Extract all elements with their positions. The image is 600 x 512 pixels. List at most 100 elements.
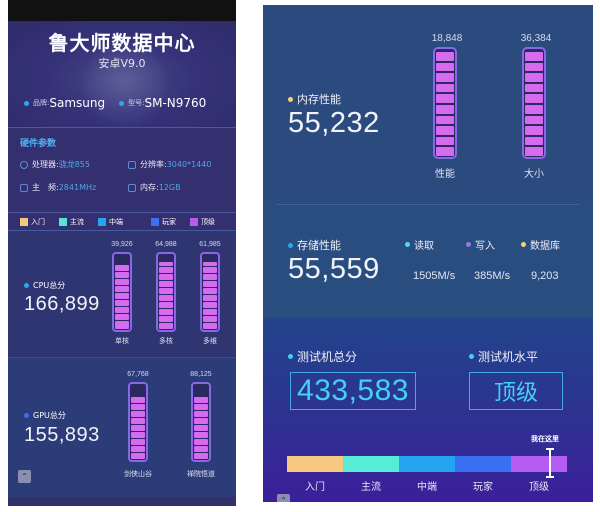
frequency-icon xyxy=(20,183,28,192)
bar-segment xyxy=(203,309,217,315)
bar-segment xyxy=(194,418,208,424)
bar-segment xyxy=(436,62,454,72)
bar-segment xyxy=(159,309,173,315)
bar-segment xyxy=(115,314,129,320)
tier-segment-gamer xyxy=(455,456,511,472)
swatch-icon xyxy=(190,217,198,226)
bar-name: 性能 xyxy=(435,169,455,180)
brand-label: 品牌: xyxy=(33,99,50,107)
brand-value: Samsung xyxy=(49,96,106,110)
cpu-icon xyxy=(20,160,28,169)
bar-name: 多维 xyxy=(203,337,217,345)
cpu-section: CPU总分 166,899 39,926 单核 64,988 多核 61,985… xyxy=(8,231,236,357)
model-label: 型号: xyxy=(128,99,145,107)
bar-segment xyxy=(131,425,145,431)
scroll-top-button[interactable]: ⌃ xyxy=(277,494,290,502)
dot-icon xyxy=(24,413,29,418)
bar-segment xyxy=(436,83,454,93)
swatch-icon xyxy=(151,217,159,226)
cpu-score: 166,899 xyxy=(24,293,100,315)
hw-label: 处理器: xyxy=(32,160,59,169)
bar-segment xyxy=(115,279,129,285)
tier-segment-top xyxy=(511,456,567,472)
hw-item-frequency: 主 频: 2841MHz xyxy=(20,182,128,193)
bar-segment xyxy=(115,293,129,299)
dot-icon xyxy=(24,100,29,106)
tier-label: 主流 xyxy=(361,482,381,493)
hw-label: 内存: xyxy=(140,183,159,192)
total-level-box: 顶级 xyxy=(469,372,563,410)
bar-segment xyxy=(436,105,454,114)
bar-name: 剑侠山谷 xyxy=(124,470,152,478)
legend-item: 主流 xyxy=(59,217,84,227)
chevron-up-icon: ⌃ xyxy=(280,496,287,502)
gpu-score-label: GPU总分 xyxy=(24,410,66,421)
bar-segment xyxy=(203,274,217,280)
bar-segment xyxy=(436,147,454,156)
scroll-top-button[interactable]: ⌃ xyxy=(18,470,31,483)
bar-name: 大小 xyxy=(524,169,544,180)
bar-segment xyxy=(203,295,217,301)
bar-segment xyxy=(159,302,173,308)
bar-segment xyxy=(194,439,208,445)
bar-segment xyxy=(131,439,145,445)
hw-label: 分辨率: xyxy=(140,160,167,169)
bar-segment xyxy=(436,73,454,82)
bar-segment xyxy=(194,404,208,410)
dot-icon xyxy=(24,283,29,288)
bar-segment xyxy=(159,267,173,273)
gpu-score: 155,893 xyxy=(24,424,100,446)
bar-tube xyxy=(156,252,176,332)
storage-write-label: 写入 xyxy=(466,237,495,252)
bar-segment xyxy=(159,281,173,287)
bar-segment xyxy=(159,262,173,266)
hardware-section: 硬件参数 处理器: 骁龙855 分辨率: 3040*1440 主 频: 2841… xyxy=(8,128,236,212)
tier-labels: 入门 主流 中端 玩家 顶级 xyxy=(287,478,567,493)
right-screen: 内存性能 55,232 18,848 性能 36,384 大小 存储性能 55,… xyxy=(263,5,593,502)
hw-value: 3040*1440 xyxy=(166,160,212,169)
bar-segment xyxy=(203,281,217,287)
memory-icon xyxy=(128,183,136,192)
app-title: 鲁大师数据中心 xyxy=(48,31,196,55)
bar-segment xyxy=(525,94,543,104)
bar-tube xyxy=(191,382,211,462)
memory-score: 55,232 xyxy=(288,107,380,139)
bar-segment xyxy=(203,323,217,329)
legend-label: 玩家 xyxy=(162,217,176,226)
storage-score: 55,559 xyxy=(288,253,380,285)
hw-value: 骁龙855 xyxy=(58,160,90,169)
storage-database-value: 9,203 xyxy=(531,270,559,282)
bar-tube xyxy=(112,252,132,332)
cpu-score-label: CPU总分 xyxy=(24,280,65,291)
hw-value: 12GB xyxy=(158,183,181,192)
bar-tube xyxy=(433,47,457,159)
left-screen: 鲁大师数据中心 安卓V9.0 品牌: Samsung 型号: SM-N9760 … xyxy=(8,0,236,506)
bar-segment xyxy=(115,265,129,271)
storage-read-value: 1505M/s xyxy=(413,270,456,282)
total-score-label: 测试机总分 xyxy=(288,348,357,365)
bar-segment xyxy=(115,321,129,329)
header-hero: 鲁大师数据中心 安卓V9.0 品牌: Samsung 型号: SM-N9760 xyxy=(8,21,236,129)
bar-segment xyxy=(194,432,208,438)
bar-name: 多核 xyxy=(159,337,173,345)
bar-tube xyxy=(128,382,148,462)
bar-tube xyxy=(522,47,546,159)
label-text: 数据库 xyxy=(530,241,560,252)
hw-value: 2841MHz xyxy=(58,183,97,192)
bar-name: 禅院悟道 xyxy=(187,470,215,478)
legend-label: 主流 xyxy=(70,217,84,226)
label-text: 写入 xyxy=(475,241,495,252)
tier-scale-bar xyxy=(287,456,567,472)
tier-label: 中端 xyxy=(417,482,437,493)
legend-item: 入门 xyxy=(20,217,45,227)
bar-segment xyxy=(159,295,173,301)
bar-segment xyxy=(525,83,543,93)
storage-section: 存储性能 55,559 读取 写入 数据库 1505M/s 385M/s 9,2… xyxy=(263,195,593,318)
label-text: 存储性能 xyxy=(297,239,341,252)
bar-segment xyxy=(159,316,173,322)
bar-segment xyxy=(194,446,208,452)
bar-segment xyxy=(194,397,208,403)
total-level-label: 测试机水平 xyxy=(469,348,538,365)
bar-segment xyxy=(203,288,217,294)
bar-segment xyxy=(159,288,173,294)
